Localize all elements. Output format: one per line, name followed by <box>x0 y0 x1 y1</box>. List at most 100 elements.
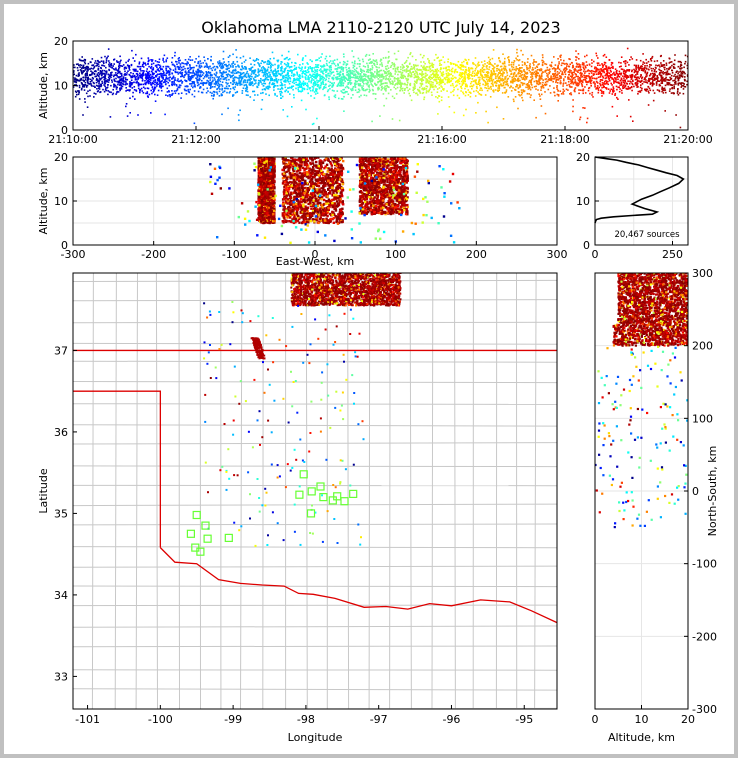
source-point <box>447 96 450 98</box>
source-point <box>203 56 205 58</box>
source-point <box>641 87 643 90</box>
source-point <box>601 63 603 65</box>
source-point <box>251 75 253 78</box>
source-point <box>529 86 531 89</box>
source-point <box>232 66 234 68</box>
source-point <box>281 86 283 89</box>
source-point <box>401 76 403 78</box>
source-point <box>223 61 225 63</box>
source-point <box>157 77 159 80</box>
source-point <box>299 67 301 70</box>
source-point <box>358 89 361 92</box>
source-point <box>251 71 253 73</box>
source-point <box>538 74 541 77</box>
source-point <box>381 87 384 90</box>
source-point <box>168 90 170 92</box>
source-point <box>207 74 209 77</box>
source-point <box>87 90 89 92</box>
source-point <box>466 61 469 64</box>
source-point <box>244 87 247 90</box>
source-point <box>610 88 612 91</box>
source-point <box>622 84 625 87</box>
source-point <box>344 86 347 89</box>
source-point <box>535 65 538 68</box>
source-point <box>636 72 638 75</box>
source-point <box>387 67 390 69</box>
source-point <box>661 86 663 89</box>
source-point <box>82 71 84 74</box>
source-point <box>238 119 240 122</box>
source-point <box>535 72 538 75</box>
source-point <box>527 84 529 87</box>
source-point <box>582 79 585 81</box>
source-point <box>589 92 591 95</box>
source-point <box>141 75 144 77</box>
source-point <box>136 65 139 68</box>
source-point <box>595 73 598 75</box>
source-point <box>511 66 513 68</box>
source-point <box>293 94 295 96</box>
source-point <box>662 88 664 90</box>
source-point <box>457 60 460 63</box>
source-point <box>498 89 500 91</box>
source-point <box>352 64 355 67</box>
source-point <box>366 62 368 65</box>
source-point <box>597 62 600 64</box>
source-point <box>683 78 686 81</box>
source-point <box>612 78 615 81</box>
source-point <box>138 83 140 85</box>
source-point <box>655 64 657 67</box>
source-point <box>189 66 191 69</box>
source-point <box>603 53 606 56</box>
source-point <box>475 82 478 85</box>
source-point <box>658 68 660 71</box>
source-point <box>584 72 586 74</box>
source-point <box>608 79 611 82</box>
source-point <box>459 64 462 67</box>
source-point <box>572 74 574 76</box>
source-point <box>167 81 169 84</box>
source-point <box>119 89 121 92</box>
source-point <box>575 56 577 58</box>
source-point <box>297 53 299 56</box>
source-point <box>467 78 470 80</box>
source-point <box>423 96 426 99</box>
source-point <box>657 77 659 79</box>
source-point <box>484 63 486 65</box>
source-point <box>270 79 272 82</box>
source-point <box>103 62 105 64</box>
source-point <box>498 86 500 88</box>
source-point <box>280 87 283 90</box>
source-point <box>208 84 211 86</box>
source-point <box>185 72 188 75</box>
source-point <box>193 90 196 92</box>
source-point <box>410 99 413 102</box>
source-point <box>669 66 672 69</box>
source-point <box>214 86 216 88</box>
source-point <box>171 83 173 86</box>
source-point <box>363 73 365 75</box>
source-point <box>573 77 575 79</box>
source-point <box>275 70 278 73</box>
source-point <box>215 83 217 86</box>
source-point <box>318 80 320 82</box>
source-point <box>646 62 648 64</box>
source-point <box>283 70 286 72</box>
source-point <box>513 80 515 83</box>
source-point <box>128 69 131 71</box>
source-point <box>651 80 654 83</box>
source-point <box>348 70 351 73</box>
source-point <box>224 71 226 74</box>
source-point <box>305 74 308 77</box>
source-point <box>441 79 444 81</box>
source-point <box>261 88 264 91</box>
source-point <box>77 69 79 72</box>
source-point <box>462 64 464 67</box>
source-point <box>387 60 389 63</box>
source-point <box>425 78 427 80</box>
source-point <box>567 80 570 83</box>
source-point <box>257 68 260 71</box>
source-point <box>244 81 246 83</box>
source-point <box>323 65 326 67</box>
source-point <box>347 82 350 84</box>
